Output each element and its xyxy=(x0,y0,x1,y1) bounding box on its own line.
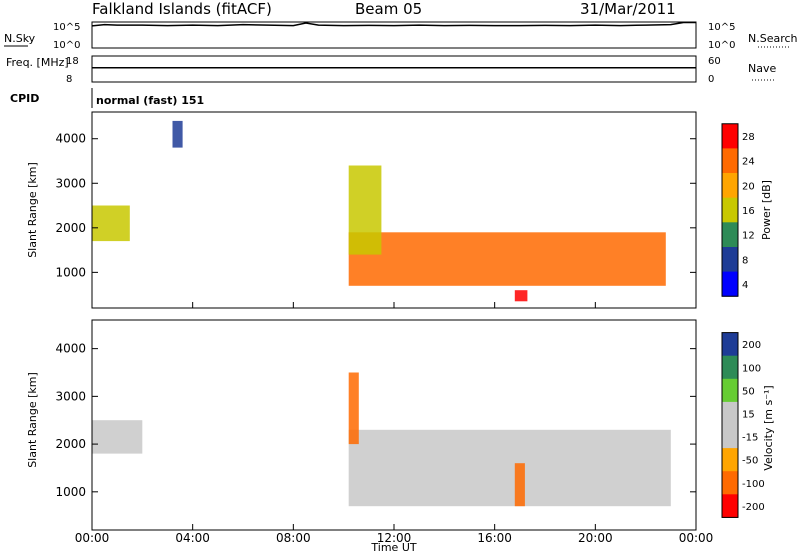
frequency-panel: Freq. [MHz] Nave 18 8 60 0 xyxy=(6,55,776,85)
power-colorbar-tick-0: 28 xyxy=(742,132,755,143)
velocity-colorbar: 200 100 50 15 -15 -50 -100 -200 xyxy=(721,332,765,518)
vel-colorbar-band-0 xyxy=(722,332,738,357)
power-echo-region-2 xyxy=(92,205,130,242)
vel-colorbar-band-2 xyxy=(722,378,738,403)
vel-echo-region-1 xyxy=(92,420,143,454)
vel-colorbar-band-5 xyxy=(722,448,738,472)
power-panel: 1000 2000 3000 4000 Slant Range [km] 28 24 20… xyxy=(26,111,773,309)
vel-colorbar-tick-0: 200 xyxy=(742,340,761,351)
power-colorbar-tick-5: 8 xyxy=(742,255,748,266)
power-colorbar-band-2 xyxy=(722,173,738,199)
vel-ytick-label-1: 2000 xyxy=(55,437,86,451)
power-echoes xyxy=(92,120,666,302)
vel-colorbar-tick-1: 100 xyxy=(742,363,761,374)
power-colorbar: 28 24 20 16 12 8 4 xyxy=(721,123,755,297)
time-xlabel: Time UT xyxy=(370,541,416,554)
x-tick-label-1: 04:00 xyxy=(175,531,210,545)
vel-ytick-label-2: 3000 xyxy=(55,389,86,403)
noise-left-tick-top: 10^5 xyxy=(53,22,80,33)
frequency-right-tick-bottom: 0 xyxy=(708,74,714,85)
power-colorbar-tick-1: 24 xyxy=(742,157,755,168)
noise-series-line xyxy=(91,21,696,27)
cpid-mode: normal (fast) 151 xyxy=(96,94,204,107)
noise-right-label: N.Search xyxy=(748,32,798,45)
velocity-echoes xyxy=(92,372,671,507)
vel-ytick-label-0: 1000 xyxy=(55,485,86,499)
power-colorbar-tick-2: 20 xyxy=(742,181,755,192)
noise-panel-frame xyxy=(91,21,697,49)
radar-title: Falkland Islands (fitACF) xyxy=(92,0,272,18)
noise-panel: N.Sky N.Search 10^5 10^0 10^5 10^0 xyxy=(4,21,798,51)
noise-right-tick-bottom: 10^0 xyxy=(708,40,735,51)
power-ylabel: Slant Range [km] xyxy=(26,162,39,258)
x-tick-label-3: 12:00 xyxy=(377,531,412,545)
power-colorbar-band-1 xyxy=(722,148,738,174)
power-colorbar-band-4 xyxy=(722,222,738,248)
noise-line xyxy=(91,21,696,27)
power-ytick-label-3: 4000 xyxy=(55,132,86,146)
velocity-colorbar-label: Velocity [m s⁻¹] xyxy=(762,385,775,470)
power-colorbar-frame xyxy=(721,123,739,297)
vel-colorbar-tick-6: -100 xyxy=(742,479,765,490)
velocity-y-ticks: 1000 2000 3000 4000 xyxy=(55,342,696,499)
vel-colorbar-frame xyxy=(721,332,739,518)
vel-echo-region-3 xyxy=(514,463,525,507)
frequency-right-tick-top: 60 xyxy=(708,56,721,67)
power-y-ticks: 1000 2000 3000 4000 xyxy=(55,132,696,279)
x-tick-label-2: 08:00 xyxy=(276,531,311,545)
vel-echo-region-2 xyxy=(348,372,359,445)
vel-colorbar-tick-5: -50 xyxy=(742,456,758,467)
power-colorbar-tick-3: 16 xyxy=(742,206,755,217)
frequency-right-label: Nave xyxy=(748,62,776,75)
frequency-panel-frame xyxy=(91,55,697,83)
power-echo-region-3 xyxy=(514,290,528,302)
power-echo-region-1 xyxy=(348,165,382,255)
noise-left-tick-bottom: 10^0 xyxy=(53,40,80,51)
noise-left-label: N.Sky xyxy=(4,32,36,45)
power-colorbar-band-6 xyxy=(722,271,738,297)
frequency-left-tick-bottom: 8 xyxy=(66,74,72,85)
vel-colorbar-tick-3: 15 xyxy=(742,409,755,420)
power-colorbar-band-0 xyxy=(722,123,738,149)
x-tick-label-5: 20:00 xyxy=(578,531,613,545)
power-ytick-label-2: 3000 xyxy=(55,176,86,190)
vel-colorbar-band-1 xyxy=(722,355,738,380)
x-tick-label-4: 16:00 xyxy=(477,531,512,545)
power-colorbar-tick-4: 12 xyxy=(742,231,755,242)
time-x-ticks: 00:00 04:00 08:00 12:00 16:00 20:00 00:00 xyxy=(75,302,714,545)
power-echo-region-0 xyxy=(348,232,666,286)
x-tick-label-0: 00:00 xyxy=(75,531,110,545)
vel-ytick-label-3: 4000 xyxy=(55,342,86,356)
vel-colorbar-band-6 xyxy=(722,471,738,495)
vel-colorbar-band-3 xyxy=(722,401,738,426)
date-label: 31/Mar/2011 xyxy=(580,0,676,18)
power-echo-region-4 xyxy=(172,120,183,148)
frequency-left-label: Freq. [MHz] xyxy=(6,56,69,69)
power-colorbar-band-5 xyxy=(722,247,738,273)
x-tick-label-6: 00:00 xyxy=(679,531,714,545)
vel-colorbar-band-4 xyxy=(722,425,738,449)
power-ytick-label-0: 1000 xyxy=(55,265,86,279)
vel-colorbar-tick-7: -200 xyxy=(742,502,765,513)
vel-colorbar-tick-2: 50 xyxy=(742,386,755,397)
beam-label: Beam 05 xyxy=(355,0,422,18)
vel-colorbar-tick-4: -15 xyxy=(742,433,758,444)
power-colorbar-tick-6: 4 xyxy=(742,280,748,291)
power-colorbar-band-3 xyxy=(722,197,738,223)
velocity-ylabel: Slant Range [km] xyxy=(26,372,39,468)
frequency-left-tick-top: 18 xyxy=(66,56,79,67)
power-ytick-label-1: 2000 xyxy=(55,221,86,235)
velocity-panel: 1000 2000 3000 4000 Slant Range [km] 200 100… xyxy=(26,302,775,554)
power-colorbar-label: Power [dB] xyxy=(760,180,773,240)
vel-colorbar-band-7 xyxy=(722,494,738,518)
vel-echo-region-0 xyxy=(348,429,671,507)
cpid-label: CPID xyxy=(10,92,39,105)
noise-right-tick-top: 10^5 xyxy=(708,22,735,33)
